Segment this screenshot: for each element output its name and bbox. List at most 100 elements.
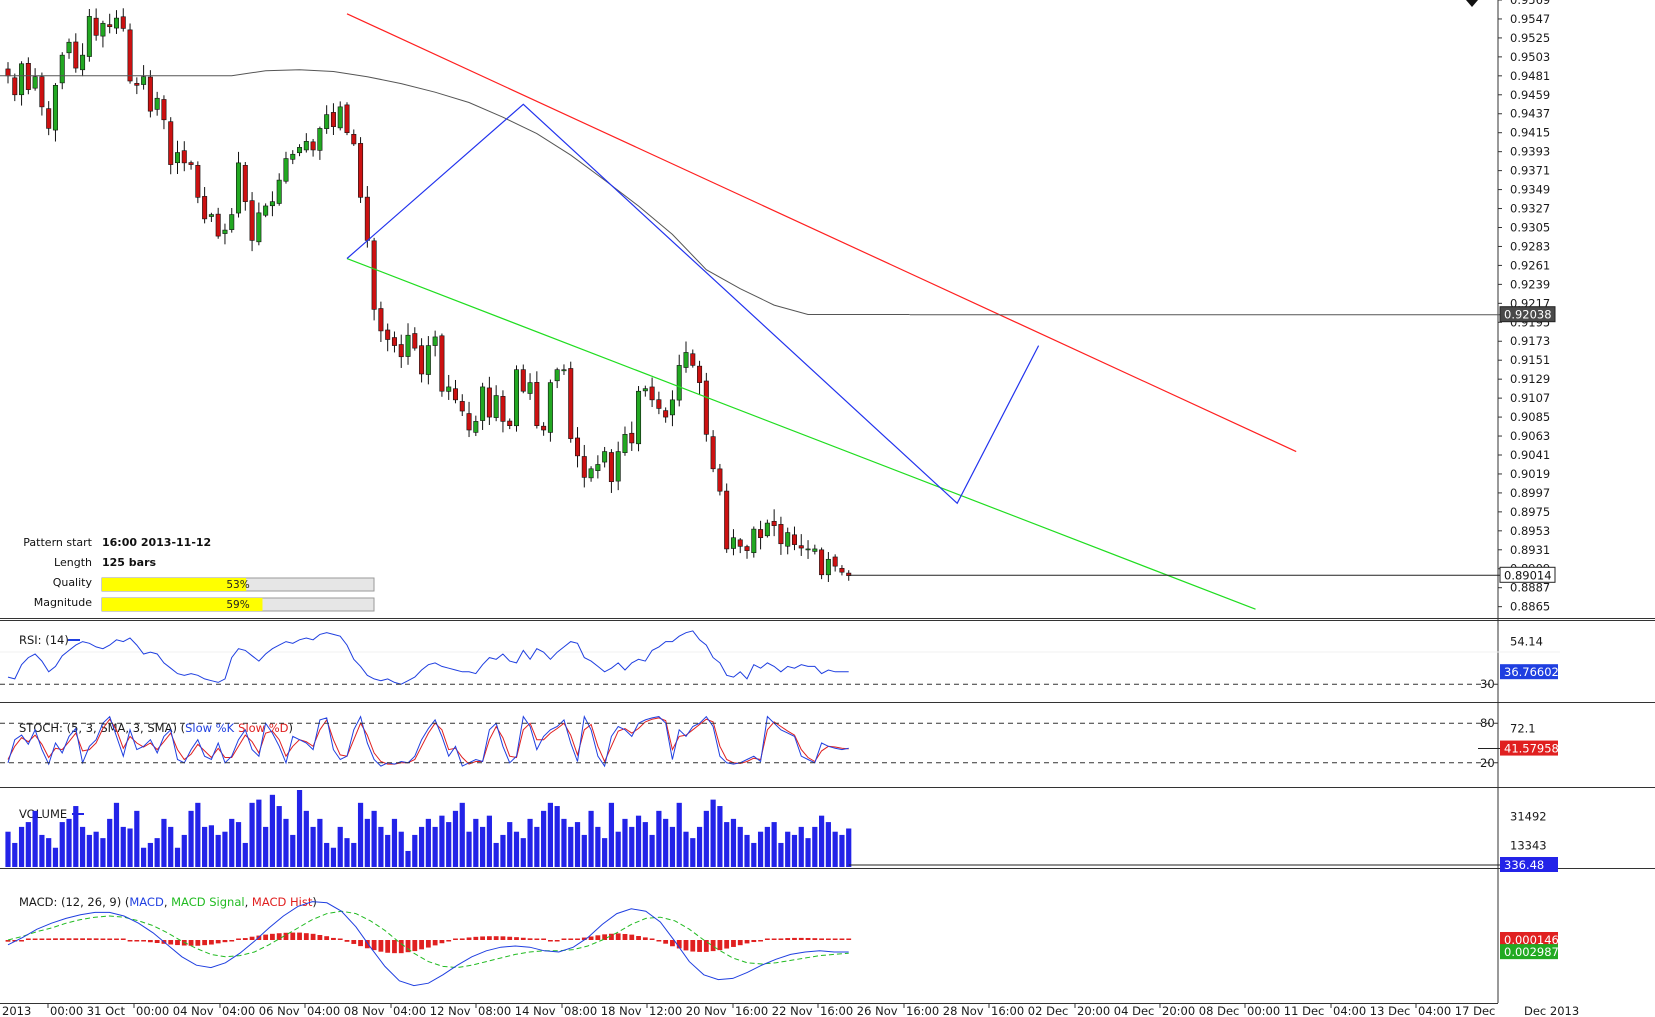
volume-bar bbox=[195, 802, 201, 867]
candle-down bbox=[93, 17, 99, 36]
candle-up bbox=[480, 386, 486, 421]
candle bbox=[100, 20, 106, 48]
volume-bar bbox=[290, 834, 296, 867]
candle-down bbox=[147, 76, 153, 112]
macd-hist-bar bbox=[236, 938, 241, 940]
macd-hist-bar bbox=[683, 940, 689, 951]
length-value: 125 bars bbox=[102, 556, 157, 569]
volume-bar bbox=[222, 831, 228, 867]
macd-hist-bar bbox=[188, 940, 194, 946]
candle bbox=[324, 105, 330, 134]
macd-hist-bar bbox=[771, 938, 777, 940]
candle bbox=[575, 427, 581, 468]
candle-down bbox=[351, 134, 357, 145]
candle-down bbox=[242, 165, 248, 202]
candle-up bbox=[636, 390, 642, 445]
candle-up bbox=[297, 147, 303, 154]
candle bbox=[446, 374, 452, 400]
volume-bar bbox=[486, 815, 492, 867]
candle-up bbox=[19, 63, 25, 96]
volume-bar bbox=[229, 818, 235, 867]
volume-bar bbox=[439, 815, 445, 867]
price-tick-label: 0.9085 bbox=[1510, 410, 1550, 424]
macd-hist-bar bbox=[419, 940, 424, 950]
candle-down bbox=[249, 200, 255, 241]
candle bbox=[791, 526, 797, 551]
volume-bar bbox=[276, 806, 282, 867]
candle bbox=[527, 373, 533, 400]
candle bbox=[19, 61, 25, 106]
candle bbox=[500, 390, 506, 433]
price-tick-label: 0.9063 bbox=[1510, 429, 1550, 443]
candle bbox=[513, 365, 519, 432]
volume-bar bbox=[629, 826, 635, 867]
price-tick-label: 0.9151 bbox=[1510, 353, 1550, 367]
candle-down bbox=[778, 524, 784, 545]
volume-bar bbox=[771, 822, 777, 867]
macd-hist-bar bbox=[486, 936, 492, 940]
candle-down bbox=[120, 16, 126, 29]
candle-up bbox=[432, 336, 438, 346]
candle-up bbox=[588, 468, 594, 479]
volume-bar bbox=[459, 802, 465, 867]
volume-bar bbox=[812, 826, 818, 867]
candle bbox=[642, 385, 648, 397]
macd-hist-bar bbox=[32, 938, 38, 940]
magnitude-label: Magnitude bbox=[34, 596, 93, 609]
candle bbox=[412, 327, 418, 351]
candle-up bbox=[222, 229, 228, 234]
macd-hist-bar bbox=[629, 934, 635, 940]
rsi-panel: RSI: (14) bbox=[7, 630, 849, 685]
volume-bar bbox=[337, 826, 343, 867]
macd-hist-bar bbox=[832, 938, 838, 940]
price-tick-label: 0.9261 bbox=[1510, 258, 1550, 272]
macd-hist-bar bbox=[324, 936, 330, 940]
volume-bar bbox=[168, 826, 174, 867]
volume-bar bbox=[79, 826, 86, 867]
volume-bar bbox=[507, 822, 513, 867]
macd-hist-bar bbox=[792, 937, 797, 940]
candle-up bbox=[324, 114, 330, 129]
macd-hist-bar bbox=[758, 940, 763, 942]
macd-hist-bar bbox=[297, 932, 302, 940]
candle-up bbox=[276, 179, 282, 204]
candle bbox=[93, 8, 99, 41]
volume-bar bbox=[744, 834, 750, 867]
magnitude-percent: 59% bbox=[226, 599, 249, 611]
scroll-arrow-icon[interactable] bbox=[1466, 0, 1478, 7]
macd-hist-bar bbox=[527, 938, 533, 940]
candle bbox=[222, 223, 228, 245]
candle-up bbox=[263, 205, 269, 216]
candle-down bbox=[656, 399, 662, 409]
macd-hist-bar bbox=[595, 935, 601, 940]
volume-bar bbox=[493, 842, 499, 867]
macd-hist-bar bbox=[270, 933, 275, 940]
candle-down bbox=[703, 380, 709, 435]
volume-bar bbox=[466, 831, 472, 867]
candle-up bbox=[547, 382, 553, 433]
candle-up bbox=[764, 522, 770, 537]
price-tick-label: 0.9327 bbox=[1510, 202, 1550, 216]
candle bbox=[195, 161, 201, 204]
volume-bar bbox=[269, 794, 276, 867]
macd-hist-bar bbox=[19, 940, 24, 942]
candle bbox=[520, 364, 526, 394]
macd-hist-bar bbox=[358, 940, 363, 947]
macd-hist-bar bbox=[636, 936, 641, 940]
volume-bar bbox=[296, 790, 303, 867]
candle bbox=[744, 544, 750, 559]
stoch-scale-label: 72.1 bbox=[1510, 721, 1536, 735]
macd-hist-bar bbox=[846, 938, 852, 940]
volume-bar bbox=[141, 847, 147, 867]
candle bbox=[432, 330, 438, 357]
macd-hist-bar bbox=[147, 940, 153, 943]
candle bbox=[215, 207, 221, 239]
length-label: Length bbox=[54, 556, 92, 569]
candle-down bbox=[608, 452, 614, 483]
macd-hist-bar bbox=[283, 932, 289, 940]
volume-bar bbox=[391, 818, 398, 867]
candle-up bbox=[52, 85, 58, 131]
indicator-scales: 54.14 30 36.76602 80 72.1 20 41.57958 31492 1334… bbox=[0, 634, 1566, 960]
time-tick-label: 16:00 22 Nov bbox=[735, 1004, 813, 1017]
